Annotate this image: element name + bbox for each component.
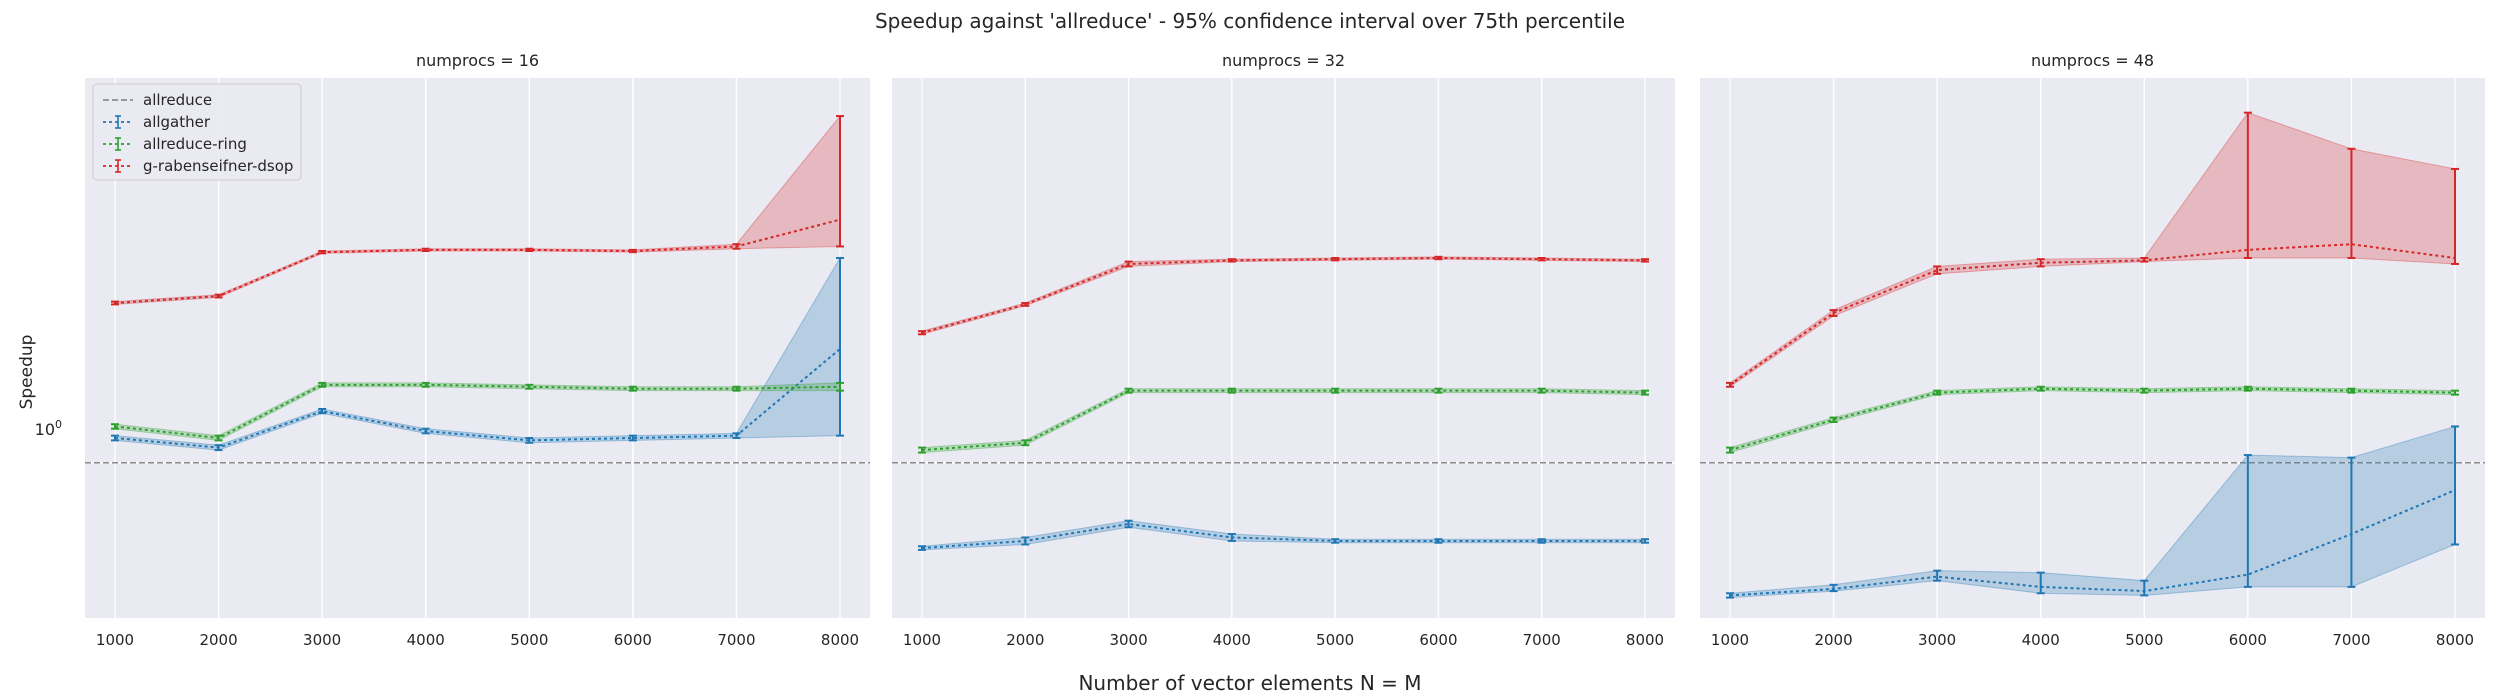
panel-3: 1000 2000 3000 4000 5000 6000 7000 8000 numprocs… [1700,51,2485,649]
legend-label: g-rabenseifner-dsop [143,157,293,175]
x-tick-label: 8000 [2436,631,2474,649]
x-tick-label: 5000 [1316,631,1354,649]
x-tick-label: 7000 [717,631,755,649]
x-tick-label: 3000 [303,631,341,649]
series-line [1729,489,2456,597]
x-tick-label: 6000 [2229,631,2267,649]
x-tick-label: 3000 [1918,631,1956,649]
series-line [921,256,1646,334]
y-tick-label: 100 [35,418,62,439]
series-line [114,218,841,304]
x-tick-label: 8000 [821,631,859,649]
x-tick-label: 6000 [614,631,652,649]
x-tick-label: 2000 [1814,631,1852,649]
series-line [114,348,841,449]
x-tick-label: 2000 [199,631,237,649]
series-line [921,389,1646,452]
panel-2: 1000 2000 3000 4000 5000 6000 7000 8000 numprocs… [892,51,1675,649]
series-line [1729,387,2456,452]
series-allgather [918,519,1649,551]
y-tick-base: 10 [35,420,55,439]
series-g-rabenseifner-dsop [1726,111,2459,388]
x-tick-label: 4000 [407,631,445,649]
figure-title: Speedup against 'allreduce' - 95% confid… [875,9,1625,33]
x-tick-label: 1000 [1711,631,1749,649]
x-tick-label: 4000 [1213,631,1251,649]
series-g-rabenseifner-dsop [918,255,1649,336]
legend-label: allgather [143,113,211,131]
y-axis-label: Speedup [17,335,37,410]
x-tick-label: 3000 [1109,631,1147,649]
x-tick-label: 7000 [1523,631,1561,649]
x-tick-label: 1000 [96,631,134,649]
panel-title: numprocs = 16 [416,51,539,70]
series-allreduce-ring [1726,385,2459,454]
panel-title: numprocs = 32 [1222,51,1345,70]
series-allgather [1726,425,2459,599]
legend-label: allreduce [143,91,212,109]
panel-title: numprocs = 48 [2031,51,2154,70]
series-allreduce-ring [918,387,1649,454]
x-tick-label: 1000 [903,631,941,649]
x-tick-label: 5000 [510,631,548,649]
series-allgather [111,256,844,452]
x-tick-label: 4000 [2022,631,2060,649]
x-tick-label: 7000 [2332,631,2370,649]
y-tick-exponent: 0 [55,418,62,431]
plot-background [892,78,1675,618]
x-tick-label: 8000 [1626,631,1664,649]
series-line [921,522,1645,550]
x-tick-label: 2000 [1006,631,1044,649]
series-line [1729,243,2456,386]
legend: allreduce allgather allreduce-ring g-rabens… [92,83,302,181]
series-allreduce-ring [111,381,844,442]
panels: 1000 2000 3000 4000 5000 6000 7000 8000 numprocs… [85,51,2485,649]
legend-box [92,83,302,181]
series-g-rabenseifner-dsop [111,114,844,306]
x-axis-label: Number of vector elements N = M [1078,671,1421,695]
legend-label: allreduce-ring [143,135,247,153]
plot-background [1700,78,2485,618]
x-tick-label: 5000 [2125,631,2163,649]
x-tick-label: 6000 [1419,631,1457,649]
